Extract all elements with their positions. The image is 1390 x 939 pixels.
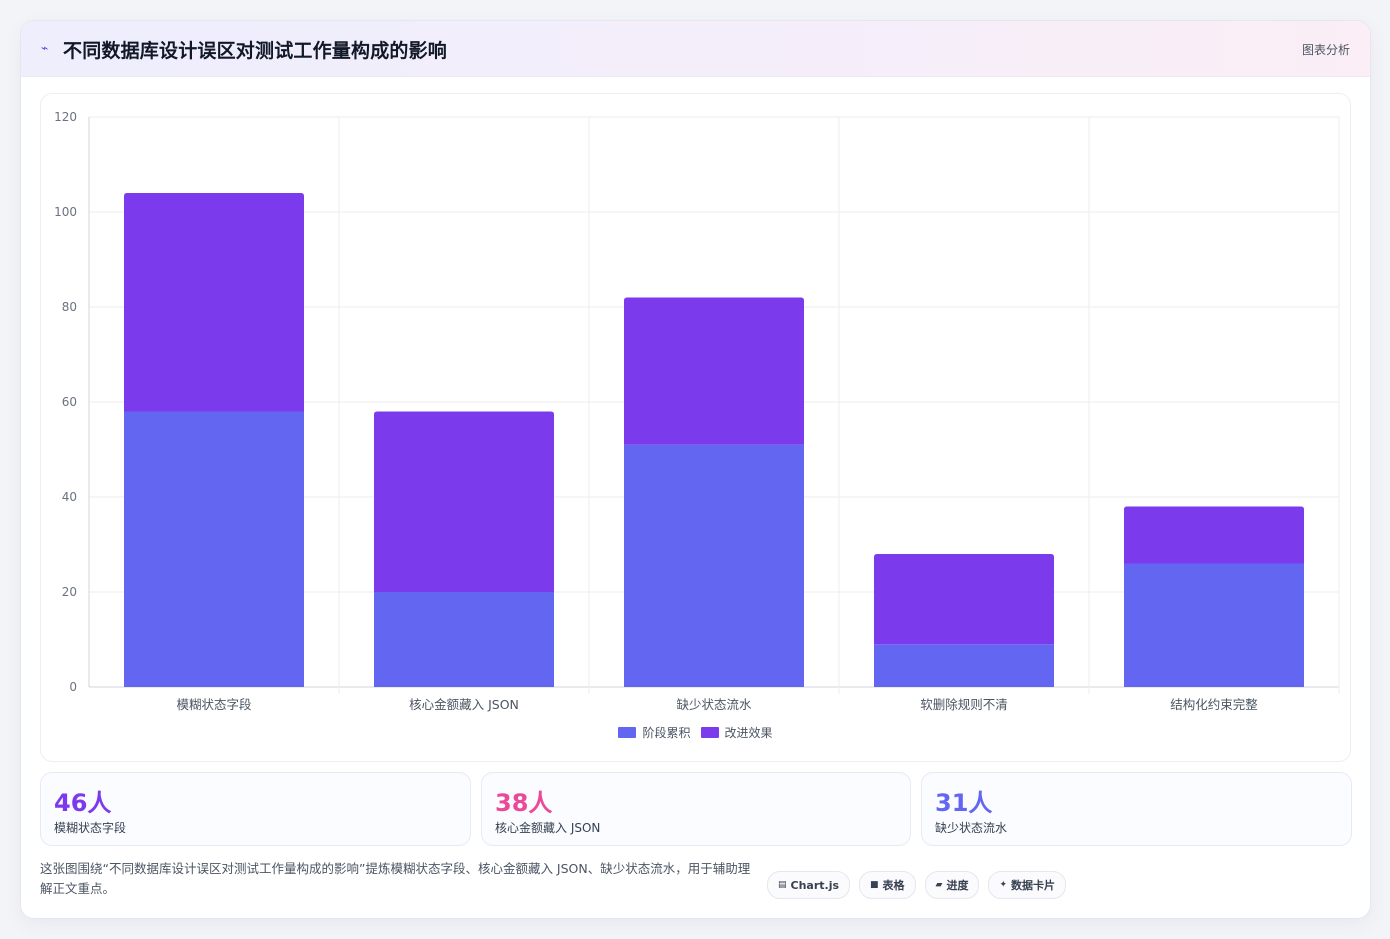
chip-progress[interactable]: ▰ 进度	[924, 871, 980, 899]
chip-table[interactable]: ■ 表格	[859, 871, 916, 899]
legend-item-series-1[interactable]: 改进效果	[700, 724, 773, 741]
stat-value: 38人	[495, 789, 553, 817]
stat-value: 31人	[935, 789, 993, 817]
trend-icon: ⌁	[41, 41, 49, 55]
chart-legend: 阶段累积 改进效果	[41, 724, 1350, 741]
chip-label: 数据卡片	[1011, 879, 1056, 892]
legend-swatch	[700, 727, 719, 738]
x-tick-label: 结构化约束完整	[1170, 697, 1258, 712]
bar-segment	[1124, 563, 1304, 687]
chip-data-cards[interactable]: ✦ 数据卡片	[988, 871, 1067, 899]
y-tick-label: 40	[62, 490, 77, 504]
chip-label: Chart.js	[790, 878, 840, 892]
x-tick-label: 核心金额藏入 JSON	[409, 697, 519, 712]
y-tick-label: 20	[62, 585, 77, 599]
chart-card: ⌁ 不同数据库设计误区对测试工作量构成的影响 图表分析 0 20 40 60 80 100…	[20, 20, 1371, 919]
chip-chartjs[interactable]: ▤ Chart.js	[767, 871, 851, 899]
chart-icon: ▤	[778, 880, 787, 890]
y-tick-label: 0	[69, 680, 77, 694]
bar-segment	[1124, 506, 1304, 564]
stat-label: 核心金额藏入 JSON	[495, 821, 601, 835]
bar-segment	[874, 554, 1054, 645]
stat-cards: 46人 模糊状态字段 38人 核心金额藏入 JSON 31人 缺少状态流水	[40, 772, 1352, 846]
chart-description: 这张图围绕“不同数据库设计误区对测试工作量构成的影响”提炼模糊状态字段、核心金额…	[40, 861, 751, 896]
x-tick-label: 模糊状态字段	[176, 697, 251, 712]
y-tick-label: 120	[54, 110, 77, 124]
bar-segment	[374, 592, 554, 687]
card-header: ⌁ 不同数据库设计误区对测试工作量构成的影响 图表分析	[21, 21, 1370, 77]
stat-card: 31人 缺少状态流水	[921, 772, 1352, 846]
stat-card: 38人 核心金额藏入 JSON	[481, 772, 911, 846]
sparkle-icon: ✦	[999, 880, 1008, 890]
x-tick-label: 软删除规则不清	[920, 697, 1008, 712]
stat-value: 46人	[54, 789, 112, 817]
y-tick-label: 80	[62, 300, 77, 314]
stacked-bar-chart: 0 20 40 60 80 100 120 模糊状态字段 核心金额藏入 JSON 缺少状态流水 软删…	[54, 110, 1340, 712]
tech-chips: ▤ Chart.js ■ 表格 ▰ 进度 ✦ 数据卡片	[767, 871, 1067, 899]
stat-label: 缺少状态流水	[935, 821, 1008, 835]
legend-label: 阶段累积	[642, 726, 691, 740]
chart-panel: 0 20 40 60 80 100 120 模糊状态字段 核心金额藏入 JSON 缺少状态流水 软删…	[40, 93, 1351, 762]
y-tick-label: 100	[54, 205, 77, 219]
stat-card: 46人 模糊状态字段	[40, 772, 471, 846]
bar-segment	[624, 444, 804, 687]
bar-segment	[124, 411, 304, 687]
legend-label: 改进效果	[724, 726, 773, 740]
table-icon: ■	[870, 880, 879, 890]
stat-label: 模糊状态字段	[54, 821, 127, 835]
bar-segment	[624, 297, 804, 445]
progress-icon: ▰	[935, 880, 943, 890]
y-tick-label: 60	[62, 395, 77, 409]
bar-segment	[874, 644, 1054, 687]
chip-label: 表格	[882, 879, 905, 892]
bar-segment	[374, 411, 554, 592]
x-tick-label: 缺少状态流水	[676, 697, 752, 712]
chart-analysis-tag: 图表分析	[1301, 43, 1350, 57]
bar-segment	[124, 193, 304, 412]
legend-swatch	[618, 727, 637, 738]
chip-label: 进度	[946, 879, 969, 892]
legend-item-series-0[interactable]: 阶段累积	[618, 724, 691, 741]
page-title: 不同数据库设计误区对测试工作量构成的影响	[63, 40, 448, 62]
